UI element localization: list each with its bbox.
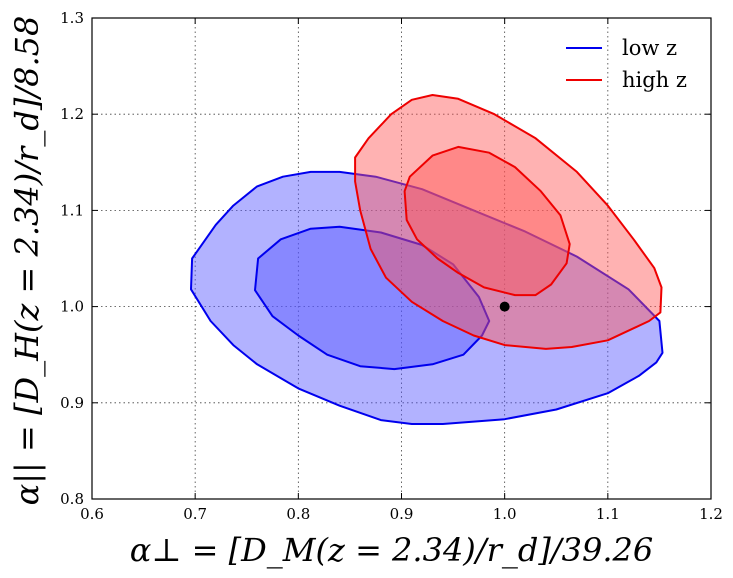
marker-layer xyxy=(499,301,510,312)
legend-label-high-z: high z xyxy=(622,68,687,92)
x-tick-label: 0.9 xyxy=(390,505,414,523)
low-z-contour-outer xyxy=(190,170,664,425)
high-z-contour-inner xyxy=(403,145,571,297)
fiducial-point-marker xyxy=(499,301,510,312)
contour-layer xyxy=(190,94,664,425)
y-axis-title: α|| = [D_H(z = 2.34)/r_d]/8.58 xyxy=(8,16,46,506)
x-axis-title: α⊥ = [D_M(z = 2.34)/r_d]/39.26 xyxy=(130,531,653,569)
axis-ticks: 0.6 0.7 0.8 0.9 1.0 1.1 1.2 0.8 0.9 1.0 1.1 1.2 1.3 xyxy=(60,9,723,523)
x-tick-label: 1.1 xyxy=(596,505,620,523)
legend: low z high z xyxy=(566,36,687,92)
y-tick-label: 1.2 xyxy=(60,105,84,123)
x-tick-label: 0.8 xyxy=(286,505,310,523)
y-tick-label: 0.8 xyxy=(60,490,84,508)
low-z-contour-inner xyxy=(254,225,491,371)
x-tick-label: 1.2 xyxy=(699,505,723,523)
y-tick-label: 0.9 xyxy=(60,394,84,412)
y-tick-label: 1.3 xyxy=(60,9,84,27)
y-tick-label: 1.0 xyxy=(60,298,84,316)
y-tick-label: 1.1 xyxy=(60,201,84,219)
legend-label-low-z: low z xyxy=(622,36,677,60)
x-tick-label: 0.6 xyxy=(80,505,104,523)
x-tick-label: 0.7 xyxy=(183,505,207,523)
high-z-contour-outer xyxy=(354,94,663,350)
x-tick-label: 1.0 xyxy=(493,505,517,523)
